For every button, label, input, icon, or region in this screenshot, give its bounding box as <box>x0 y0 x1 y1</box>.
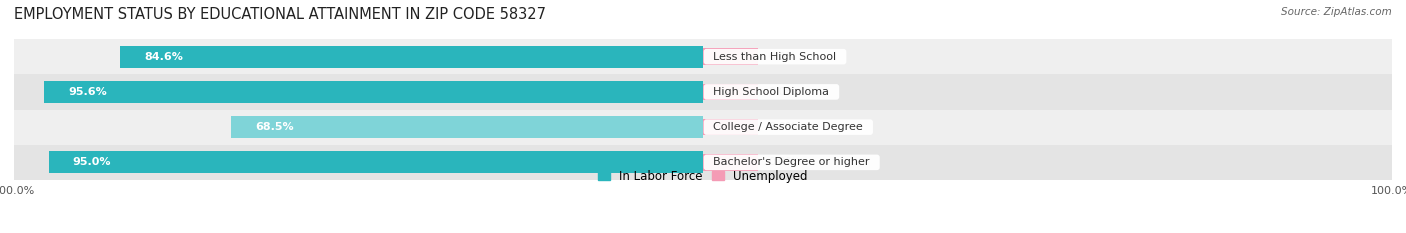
Text: Source: ZipAtlas.com: Source: ZipAtlas.com <box>1281 7 1392 17</box>
Text: 0.0%: 0.0% <box>769 122 797 132</box>
Text: 0.0%: 0.0% <box>769 87 797 97</box>
Bar <box>14 110 1392 145</box>
Text: 84.6%: 84.6% <box>145 52 183 62</box>
Legend: In Labor Force, Unemployed: In Labor Force, Unemployed <box>593 165 813 187</box>
Bar <box>14 74 1392 110</box>
Text: Less than High School: Less than High School <box>706 52 844 62</box>
Bar <box>14 145 1392 180</box>
Bar <box>14 39 1392 74</box>
Text: 95.0%: 95.0% <box>73 157 111 167</box>
Bar <box>48 151 703 173</box>
Text: 68.5%: 68.5% <box>254 122 294 132</box>
Bar <box>231 116 703 138</box>
Text: 0.0%: 0.0% <box>769 157 797 167</box>
Text: Bachelor's Degree or higher: Bachelor's Degree or higher <box>706 157 877 167</box>
Bar <box>703 48 758 65</box>
Bar <box>45 81 703 103</box>
Bar <box>703 154 758 171</box>
Bar <box>120 46 703 68</box>
Text: 95.6%: 95.6% <box>69 87 107 97</box>
Text: 0.0%: 0.0% <box>769 52 797 62</box>
Text: High School Diploma: High School Diploma <box>706 87 837 97</box>
Bar <box>703 84 758 100</box>
Text: College / Associate Degree: College / Associate Degree <box>706 122 870 132</box>
Bar <box>703 119 758 135</box>
Text: EMPLOYMENT STATUS BY EDUCATIONAL ATTAINMENT IN ZIP CODE 58327: EMPLOYMENT STATUS BY EDUCATIONAL ATTAINM… <box>14 7 546 22</box>
